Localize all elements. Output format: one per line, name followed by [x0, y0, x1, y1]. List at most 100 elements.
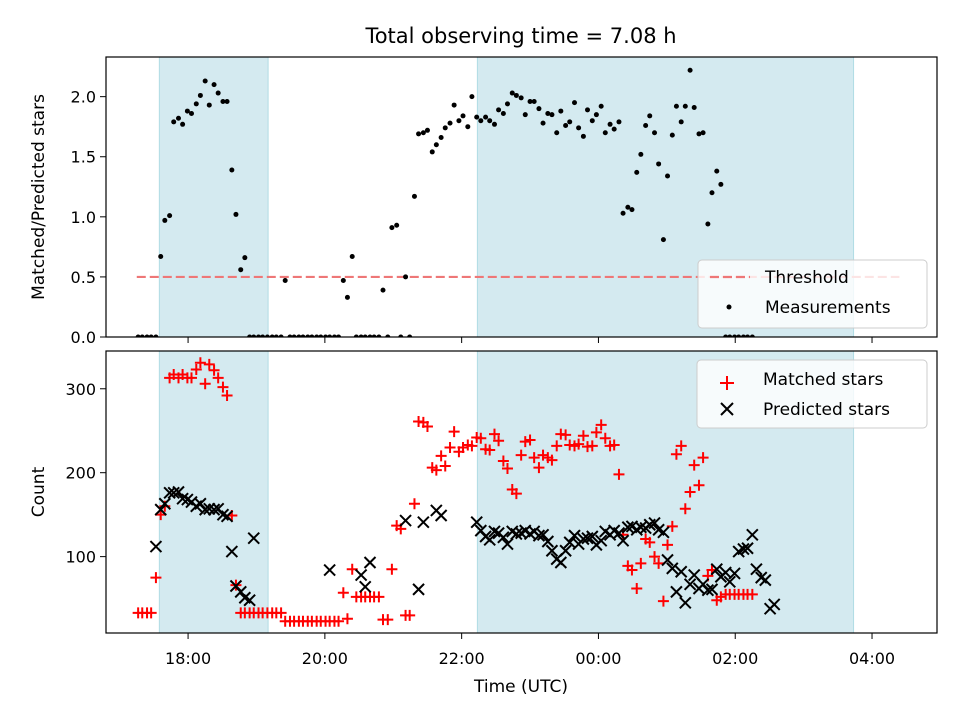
predicted-star-point: [220, 510, 234, 523]
measurement-point: [376, 334, 382, 337]
measurement-point: [202, 78, 208, 84]
measurement-point: [323, 334, 329, 337]
measurement-point: [264, 334, 270, 337]
measurement-point: [558, 108, 564, 114]
predicted-star-point: [737, 542, 750, 556]
predicted-star-point: [661, 553, 674, 567]
measurement-point: [727, 334, 733, 337]
measurement-point: [367, 334, 373, 337]
y-tick-label: 200: [65, 464, 96, 483]
matched-star-point: [145, 607, 157, 619]
legend-matched-label: Matched stars: [763, 370, 883, 390]
y-tick-label: 0.0: [71, 328, 96, 347]
measurement-point: [229, 167, 235, 173]
matched-star-point: [150, 572, 162, 584]
matched-star-point: [626, 564, 638, 576]
measurement-point: [251, 334, 257, 337]
measurement-point: [696, 131, 702, 137]
measurement-point: [740, 334, 746, 337]
y-axis-label: Count: [29, 466, 49, 517]
predicted-star-point: [399, 514, 412, 527]
matched-star-point: [662, 539, 674, 551]
measurement-point: [518, 95, 524, 101]
predicted-star-point: [616, 534, 630, 547]
measurement-point: [509, 90, 515, 96]
measurement-point: [665, 173, 671, 179]
predicted-star-point: [216, 508, 230, 521]
predicted-star-point: [207, 503, 221, 516]
predicted-star-point: [470, 516, 483, 529]
measurement-point: [531, 98, 537, 104]
legend-threshold-label: Threshold: [764, 268, 849, 288]
predicted-star-point: [728, 567, 741, 580]
legend-matched-swatch: [720, 376, 734, 390]
chart-title: Total observing time = 7.08 h: [364, 24, 676, 48]
matched-star-point: [599, 432, 611, 444]
predicted-star-point: [621, 521, 635, 534]
predicted-star-point: [670, 585, 683, 599]
measurement-point: [362, 334, 368, 337]
matched-star-point: [408, 498, 420, 510]
measurement-point: [385, 334, 391, 337]
matched-star-point: [510, 488, 522, 500]
measurement-point: [314, 334, 320, 337]
measurement-point: [380, 287, 386, 293]
matched-star-point: [212, 372, 224, 384]
measurement-point: [442, 125, 448, 131]
matched-star-point: [386, 563, 398, 575]
measurement-point: [180, 121, 186, 127]
matched-star-point: [466, 440, 478, 452]
predicted-star-point: [149, 540, 163, 553]
predicted-star-point: [176, 492, 189, 505]
matched-star-point: [670, 448, 682, 460]
legend-box: [696, 359, 928, 429]
predicted-star-point: [741, 542, 754, 555]
predicted-star-point: [768, 598, 781, 611]
measurement-point: [700, 130, 706, 136]
predicted-star-point: [536, 528, 550, 542]
matched-star-point: [533, 462, 545, 474]
measurement-point: [593, 112, 599, 118]
measurement-point: [478, 118, 484, 124]
measurement-point: [460, 113, 466, 119]
measurement-point: [411, 193, 417, 199]
y-tick-label: 1.0: [71, 208, 96, 227]
measurement-point: [331, 334, 337, 337]
measurement-point: [438, 135, 444, 141]
measurement-point: [705, 221, 711, 227]
measurement-point: [745, 334, 751, 337]
matched-star-point: [221, 389, 233, 401]
measurement-point: [420, 130, 426, 136]
predicted-star-point: [488, 525, 501, 538]
predicted-star-point: [417, 516, 430, 529]
matched-star-point: [595, 419, 607, 431]
matched-star-point: [551, 440, 563, 452]
matched-star-point: [666, 520, 678, 532]
matched-star-point: [644, 536, 656, 548]
predicted-star-point: [634, 521, 648, 534]
measurement-point: [394, 222, 400, 228]
measurement-point: [309, 334, 315, 337]
measurement-point: [433, 142, 439, 148]
predicted-star-point: [167, 486, 180, 500]
measurement-point: [598, 103, 604, 109]
predicted-star-point: [541, 535, 555, 548]
measurement-point: [407, 334, 413, 337]
predicted-star-point: [586, 530, 599, 543]
measurement-point: [629, 207, 635, 213]
measurement-point: [714, 168, 720, 174]
matched-star-point: [746, 588, 758, 600]
measurement-point: [513, 92, 519, 98]
measurement-point: [469, 94, 475, 100]
measurement-point: [148, 334, 154, 337]
measurement-point: [669, 132, 675, 138]
matched-star-point: [194, 357, 206, 369]
matched-star-point: [635, 557, 647, 569]
measurement-point: [656, 161, 662, 167]
x-tick-label: 18:00: [165, 649, 211, 668]
predicted-star-point: [225, 545, 239, 558]
measurement-point: [682, 103, 688, 109]
x-tick-label: 22:00: [439, 649, 485, 668]
measurement-point: [158, 253, 164, 259]
measurement-point: [162, 217, 168, 223]
